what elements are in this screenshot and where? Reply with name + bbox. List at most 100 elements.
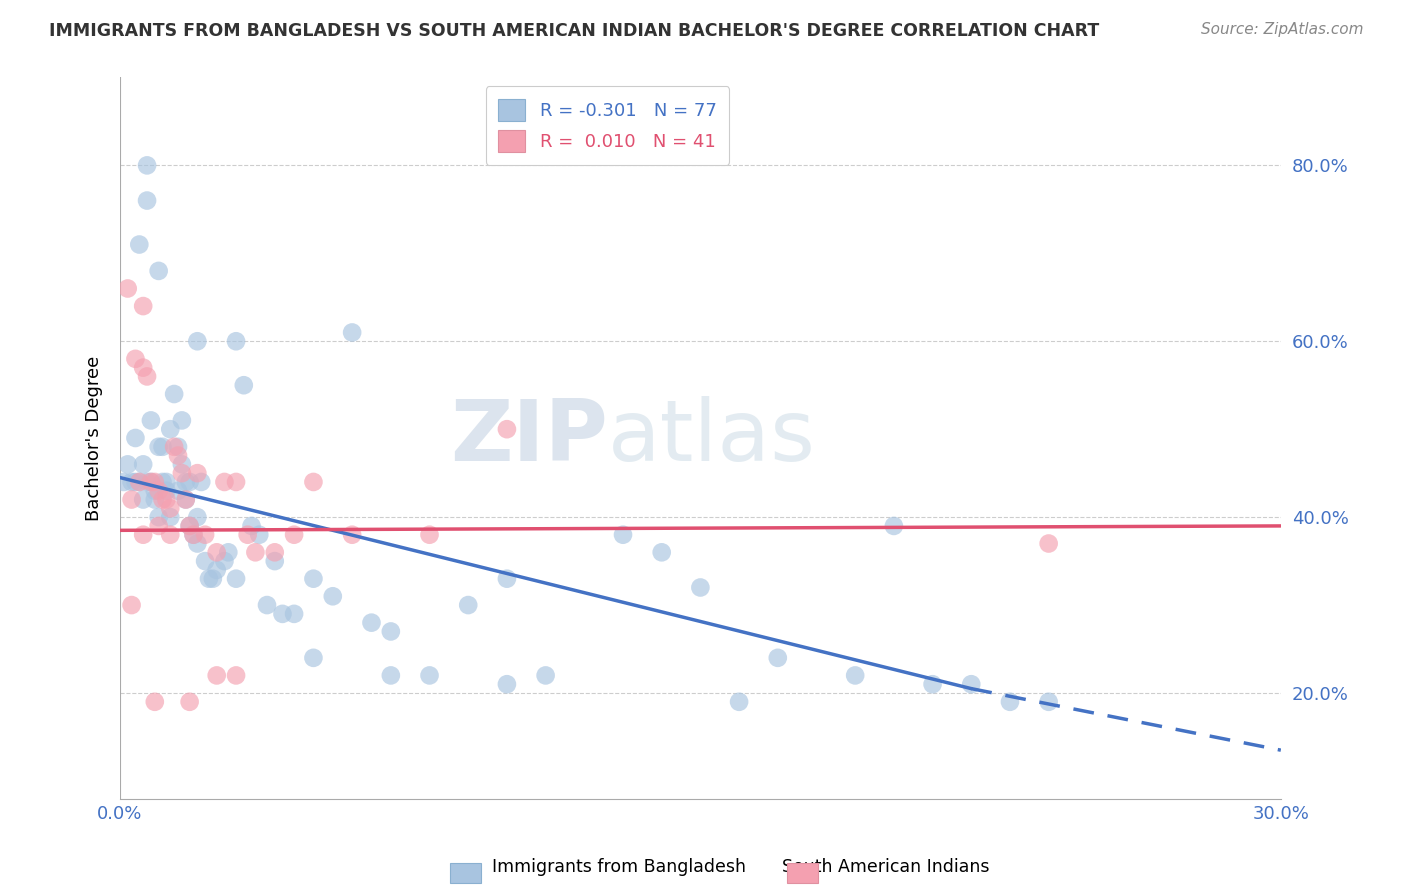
Point	[112, 475, 135, 489]
Point	[322, 589, 344, 603]
Point	[143, 695, 166, 709]
Point	[198, 572, 221, 586]
Point	[883, 519, 905, 533]
Point	[340, 527, 363, 541]
Point	[124, 351, 146, 366]
Point	[186, 334, 208, 349]
Text: Source: ZipAtlas.com: Source: ZipAtlas.com	[1201, 22, 1364, 37]
Point	[170, 466, 193, 480]
Point	[225, 572, 247, 586]
Point	[179, 519, 201, 533]
Point	[143, 483, 166, 498]
Point	[167, 483, 190, 498]
Point	[263, 554, 285, 568]
Point	[148, 510, 170, 524]
Legend: R = -0.301   N = 77, R =  0.010   N = 41: R = -0.301 N = 77, R = 0.010 N = 41	[485, 87, 730, 165]
Point	[148, 264, 170, 278]
Point	[117, 458, 139, 472]
Point	[225, 334, 247, 349]
Text: Immigrants from Bangladesh: Immigrants from Bangladesh	[492, 858, 745, 876]
Point	[302, 572, 325, 586]
Point	[245, 545, 267, 559]
Point	[136, 194, 159, 208]
Point	[170, 458, 193, 472]
Point	[190, 475, 212, 489]
Point	[136, 475, 159, 489]
Point	[148, 519, 170, 533]
Y-axis label: Bachelor's Degree: Bachelor's Degree	[86, 355, 103, 521]
Point	[159, 501, 181, 516]
Text: ZIP: ZIP	[450, 396, 607, 480]
Point	[1038, 695, 1060, 709]
Point	[998, 695, 1021, 709]
Point	[201, 572, 224, 586]
Point	[143, 492, 166, 507]
Point	[132, 360, 155, 375]
Point	[174, 492, 197, 507]
Point	[360, 615, 382, 630]
Point	[194, 527, 217, 541]
Point	[163, 440, 186, 454]
Point	[121, 475, 143, 489]
Point	[121, 598, 143, 612]
Point	[418, 527, 440, 541]
Point	[183, 527, 205, 541]
Point	[148, 483, 170, 498]
Point	[148, 440, 170, 454]
Point	[247, 527, 270, 541]
Point	[271, 607, 294, 621]
Point	[143, 475, 166, 489]
Point	[302, 475, 325, 489]
Point	[236, 527, 259, 541]
Point	[457, 598, 479, 612]
Point	[159, 422, 181, 436]
Point	[128, 475, 150, 489]
Point	[205, 563, 228, 577]
Point	[139, 475, 162, 489]
Point	[217, 545, 239, 559]
Point	[496, 677, 519, 691]
Point	[194, 554, 217, 568]
Point	[340, 326, 363, 340]
Point	[651, 545, 673, 559]
Point	[170, 413, 193, 427]
Point	[766, 650, 789, 665]
Point	[155, 483, 177, 498]
Point	[132, 492, 155, 507]
Point	[128, 237, 150, 252]
Point	[132, 527, 155, 541]
Point	[136, 158, 159, 172]
Text: IMMIGRANTS FROM BANGLADESH VS SOUTH AMERICAN INDIAN BACHELOR'S DEGREE CORRELATIO: IMMIGRANTS FROM BANGLADESH VS SOUTH AMER…	[49, 22, 1099, 40]
Point	[152, 475, 174, 489]
Point	[240, 519, 263, 533]
Point	[132, 458, 155, 472]
Point	[225, 475, 247, 489]
Point	[418, 668, 440, 682]
Point	[214, 475, 236, 489]
Point	[179, 519, 201, 533]
Point	[186, 466, 208, 480]
Point	[205, 668, 228, 682]
Point	[132, 299, 155, 313]
Point	[689, 581, 711, 595]
Point	[283, 607, 305, 621]
Point	[844, 668, 866, 682]
Point	[214, 554, 236, 568]
Point	[612, 527, 634, 541]
Point	[139, 475, 162, 489]
Point	[152, 492, 174, 507]
Point	[960, 677, 983, 691]
Point	[139, 413, 162, 427]
Point	[174, 492, 197, 507]
Point	[155, 492, 177, 507]
Point	[302, 650, 325, 665]
Point	[232, 378, 254, 392]
Point	[186, 510, 208, 524]
Point	[921, 677, 943, 691]
Point	[256, 598, 278, 612]
Point	[121, 492, 143, 507]
Point	[380, 668, 402, 682]
Text: South American Indians: South American Indians	[782, 858, 990, 876]
Point	[124, 431, 146, 445]
Point	[380, 624, 402, 639]
